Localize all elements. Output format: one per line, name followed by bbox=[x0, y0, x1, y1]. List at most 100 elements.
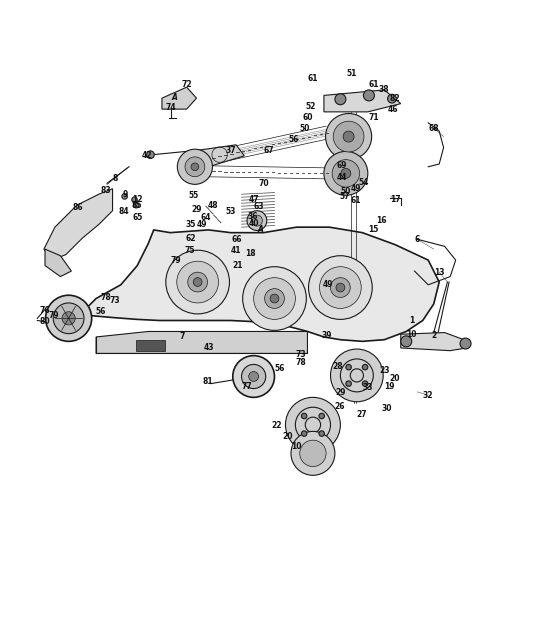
Polygon shape bbox=[80, 227, 439, 341]
Text: 82: 82 bbox=[390, 94, 401, 103]
Text: 2: 2 bbox=[431, 331, 436, 340]
Text: 23: 23 bbox=[379, 367, 390, 375]
Text: 86: 86 bbox=[72, 203, 83, 212]
Text: 50: 50 bbox=[300, 124, 310, 133]
Text: 56: 56 bbox=[289, 135, 299, 144]
Text: 29: 29 bbox=[191, 205, 202, 214]
Text: 66: 66 bbox=[232, 235, 243, 244]
Text: 72: 72 bbox=[181, 80, 192, 89]
Text: 39: 39 bbox=[322, 331, 333, 340]
Text: 54: 54 bbox=[358, 178, 368, 186]
Circle shape bbox=[132, 197, 137, 202]
Circle shape bbox=[133, 202, 139, 208]
Circle shape bbox=[335, 94, 346, 105]
Circle shape bbox=[309, 256, 372, 319]
Polygon shape bbox=[162, 87, 197, 109]
Circle shape bbox=[305, 417, 321, 432]
Circle shape bbox=[388, 94, 396, 103]
Text: 61: 61 bbox=[350, 197, 361, 205]
Circle shape bbox=[401, 336, 412, 347]
Text: 53: 53 bbox=[226, 207, 236, 216]
Text: 37: 37 bbox=[225, 146, 236, 155]
Text: 35: 35 bbox=[186, 220, 196, 229]
Circle shape bbox=[188, 272, 208, 292]
Text: 65: 65 bbox=[132, 213, 142, 222]
Text: 32: 32 bbox=[423, 391, 434, 399]
Circle shape bbox=[254, 278, 295, 319]
Circle shape bbox=[265, 289, 284, 309]
Circle shape bbox=[185, 157, 205, 176]
Circle shape bbox=[362, 381, 368, 386]
Circle shape bbox=[343, 131, 354, 142]
Text: 13: 13 bbox=[434, 268, 445, 277]
Polygon shape bbox=[45, 249, 71, 277]
Text: 73: 73 bbox=[295, 350, 306, 359]
Text: 78: 78 bbox=[100, 293, 111, 302]
Circle shape bbox=[330, 278, 350, 297]
Circle shape bbox=[332, 159, 360, 187]
Text: 38: 38 bbox=[379, 86, 390, 94]
Text: 79: 79 bbox=[48, 311, 59, 319]
Text: 42: 42 bbox=[142, 151, 153, 160]
Text: 84: 84 bbox=[118, 207, 129, 216]
Circle shape bbox=[301, 413, 307, 419]
Text: 36: 36 bbox=[247, 212, 258, 220]
Text: 85: 85 bbox=[132, 201, 143, 210]
Text: 78: 78 bbox=[295, 358, 306, 367]
Text: 47: 47 bbox=[248, 195, 259, 204]
Text: A: A bbox=[258, 225, 264, 234]
Circle shape bbox=[242, 364, 266, 389]
Text: 56: 56 bbox=[275, 364, 285, 374]
Text: 71: 71 bbox=[368, 113, 379, 122]
Text: 12: 12 bbox=[132, 195, 143, 204]
Circle shape bbox=[243, 266, 306, 330]
Circle shape bbox=[147, 151, 154, 159]
Circle shape bbox=[166, 250, 229, 314]
Text: 76: 76 bbox=[40, 306, 51, 315]
Text: 75: 75 bbox=[184, 246, 195, 255]
Text: 69: 69 bbox=[336, 161, 347, 170]
Text: 7: 7 bbox=[180, 333, 185, 341]
Text: 63: 63 bbox=[254, 202, 265, 211]
Text: 49: 49 bbox=[197, 220, 208, 229]
Text: 29: 29 bbox=[335, 389, 346, 398]
Circle shape bbox=[336, 283, 345, 292]
Text: 19: 19 bbox=[384, 382, 395, 391]
Text: 16: 16 bbox=[376, 216, 387, 225]
Circle shape bbox=[62, 312, 75, 325]
Text: 1: 1 bbox=[409, 316, 414, 325]
Circle shape bbox=[330, 349, 383, 402]
Circle shape bbox=[350, 369, 363, 382]
Text: 20: 20 bbox=[389, 374, 400, 383]
Text: 67: 67 bbox=[264, 146, 274, 155]
Polygon shape bbox=[44, 189, 113, 260]
Text: 33: 33 bbox=[362, 383, 373, 392]
Text: 49: 49 bbox=[350, 184, 361, 193]
Circle shape bbox=[249, 372, 259, 381]
Text: 22: 22 bbox=[271, 421, 282, 430]
Circle shape bbox=[295, 407, 330, 442]
Text: 77: 77 bbox=[242, 382, 253, 391]
Circle shape bbox=[233, 355, 274, 398]
Text: 55: 55 bbox=[188, 191, 198, 200]
Text: 6: 6 bbox=[414, 235, 420, 244]
Circle shape bbox=[341, 168, 351, 178]
Text: 26: 26 bbox=[334, 402, 345, 411]
Text: 56: 56 bbox=[96, 307, 106, 316]
Circle shape bbox=[46, 295, 92, 341]
Text: 9: 9 bbox=[122, 190, 128, 198]
Text: 43: 43 bbox=[203, 343, 214, 352]
Polygon shape bbox=[198, 145, 244, 167]
Text: 28: 28 bbox=[333, 362, 344, 371]
Circle shape bbox=[285, 398, 340, 452]
Text: 27: 27 bbox=[356, 410, 367, 420]
Circle shape bbox=[300, 440, 326, 467]
Text: 10: 10 bbox=[291, 442, 302, 451]
Circle shape bbox=[251, 215, 262, 226]
Text: 50: 50 bbox=[341, 187, 351, 196]
Circle shape bbox=[301, 431, 307, 437]
Polygon shape bbox=[401, 333, 467, 351]
Circle shape bbox=[177, 261, 219, 303]
Text: 52: 52 bbox=[305, 102, 315, 111]
Text: 40: 40 bbox=[248, 219, 259, 228]
